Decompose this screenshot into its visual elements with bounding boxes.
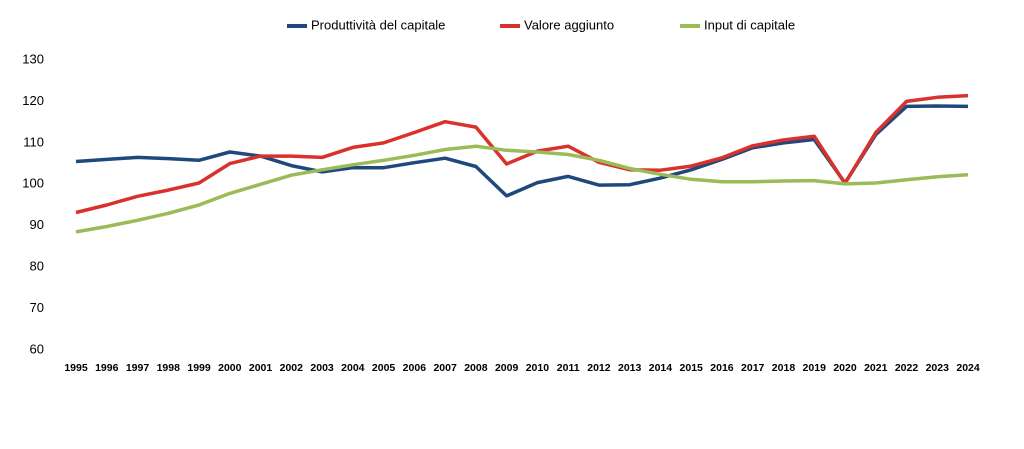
legend-label: Input di capitale — [704, 17, 795, 32]
x-tick-label: 2002 — [280, 362, 304, 374]
x-tick-label: 2004 — [341, 362, 365, 374]
x-tick-label: 2011 — [557, 362, 580, 374]
data-line — [75, 144, 969, 234]
x-tick-label: 2017 — [741, 362, 765, 374]
x-tick-label: 2014 — [649, 362, 673, 374]
x-tick-label: 2005 — [372, 362, 396, 374]
x-tick-label: 2003 — [310, 362, 334, 374]
x-tick-label: 2019 — [803, 362, 827, 374]
legend-label: Produttività del capitale — [311, 17, 445, 32]
x-tick-label: 2009 — [495, 362, 519, 374]
x-tick-label: 2012 — [587, 362, 611, 374]
x-tick-label: 2024 — [956, 362, 980, 374]
x-tick-label: 2006 — [403, 362, 427, 374]
x-tick-label: 2001 — [249, 362, 273, 374]
y-tick-label: 70 — [30, 300, 44, 315]
x-tick-label: 2020 — [833, 362, 857, 374]
y-tick-label: 100 — [22, 176, 44, 191]
x-tick-label: 1997 — [126, 362, 150, 374]
x-tick-label: 1998 — [157, 362, 181, 374]
x-tick-label: 2023 — [926, 362, 950, 374]
x-tick-label: 2013 — [618, 362, 642, 374]
x-tick-label: 1995 — [64, 362, 88, 374]
x-tick-label: 2016 — [710, 362, 734, 374]
x-tick-label: 2008 — [464, 362, 488, 374]
x-tick-label: 2018 — [772, 362, 796, 374]
y-tick-label: 120 — [22, 93, 44, 108]
x-tick-label: 1996 — [95, 362, 119, 374]
data-line — [75, 93, 969, 215]
legend-label: Valore aggiunto — [524, 17, 614, 32]
x-tick-label: 1999 — [187, 362, 211, 374]
y-tick-label: 60 — [30, 341, 44, 356]
x-tick-label: 2021 — [864, 362, 888, 374]
y-tick-label: 130 — [22, 51, 44, 66]
y-tick-label: 90 — [30, 217, 44, 232]
x-tick-label: 2010 — [526, 362, 550, 374]
x-tick-label: 2022 — [895, 362, 919, 374]
x-tick-label: 2000 — [218, 362, 242, 374]
x-tick-label: 2007 — [433, 362, 457, 374]
y-tick-label: 80 — [30, 259, 44, 274]
x-tick-label: 2015 — [680, 362, 704, 374]
y-tick-label: 110 — [23, 134, 44, 149]
